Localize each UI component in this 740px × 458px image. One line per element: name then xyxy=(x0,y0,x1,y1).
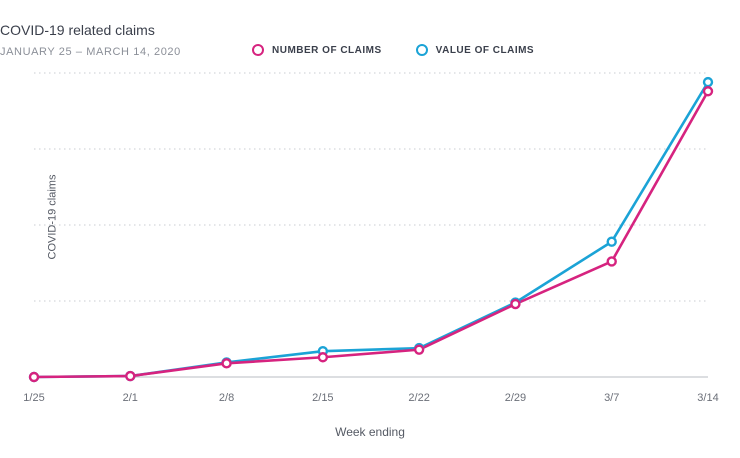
x-tick-label: 2/1 xyxy=(123,392,138,404)
data-point-series-0 xyxy=(125,370,136,382)
data-point-series-0 xyxy=(413,344,425,355)
legend-marker-number-icon xyxy=(252,44,264,56)
x-tick-label: 2/29 xyxy=(505,392,526,404)
data-point-series-0 xyxy=(606,256,617,267)
series-line-1 xyxy=(32,80,710,379)
data-point-series-1 xyxy=(702,76,714,88)
x-tick-label: 2/22 xyxy=(408,392,429,404)
data-point-series-0 xyxy=(28,371,40,383)
chart-subtitle: JANUARY 25 – MARCH 14, 2020 xyxy=(0,46,181,58)
x-tick-label: 1/25 xyxy=(23,392,44,404)
x-tick-label: 3/14 xyxy=(697,392,718,404)
x-tick-label: 2/15 xyxy=(312,392,333,404)
data-point-series-1 xyxy=(606,236,617,247)
x-axis-label: Week ending xyxy=(335,425,405,439)
data-point-series-0 xyxy=(510,298,521,310)
data-point-series-0 xyxy=(317,352,329,363)
data-point-series-0 xyxy=(221,358,232,369)
x-tick-label: 3/7 xyxy=(604,392,619,404)
chart-title: COVID-19 related claims xyxy=(0,22,155,38)
data-point-series-0 xyxy=(702,86,714,97)
legend-label-number: NUMBER OF CLAIMS xyxy=(272,44,382,56)
legend-label-value: VALUE OF CLAIMS xyxy=(435,44,535,56)
legend-item-value-of-claims[interactable]: VALUE OF CLAIMS xyxy=(415,44,535,56)
series-line-0 xyxy=(32,89,710,379)
x-tick-label: 2/8 xyxy=(219,392,234,404)
legend: NUMBER OF CLAIMS VALUE OF CLAIMS xyxy=(252,44,534,56)
legend-marker-value-icon xyxy=(415,44,428,56)
legend-item-number-of-claims[interactable]: NUMBER OF CLAIMS xyxy=(252,44,382,56)
